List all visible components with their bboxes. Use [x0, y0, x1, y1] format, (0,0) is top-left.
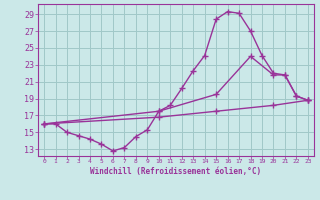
X-axis label: Windchill (Refroidissement éolien,°C): Windchill (Refroidissement éolien,°C) [91, 167, 261, 176]
